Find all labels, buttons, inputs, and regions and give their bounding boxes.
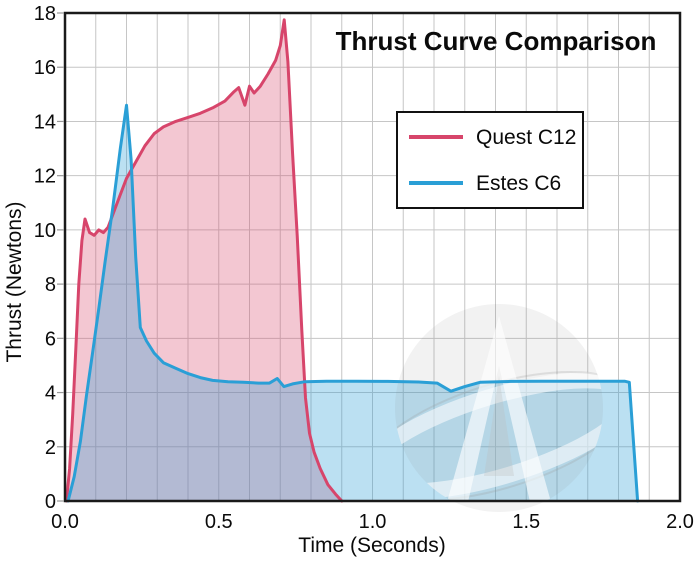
plot-border [63,11,682,503]
legend-label-quest-c12: Quest C12 [476,126,576,149]
grid-lines [65,13,680,501]
line-estes-c6 [66,103,640,503]
y-tick-label: 16 [34,57,56,79]
legend-entry-estes-c6: Estes C6 [409,172,561,195]
y-tick-label: 12 [34,166,56,188]
y-tick-label: 14 [34,111,56,133]
axis-ticks-and-labels: 0 2 4 6 8 10 12 14 16 18 0.0 0.5 1.0 1.5 2.0 [34,3,694,533]
x-tick-label: 2.0 [666,511,694,533]
x-axis-label: Time (Seconds) [298,534,445,557]
legend-entry-quest-c12: Quest C12 [409,126,576,149]
rocket-logo-watermark [395,304,603,512]
y-tick-label: 10 [34,220,56,242]
x-tick-label: 0.5 [205,511,233,533]
y-tick-label: 6 [45,328,56,350]
y-axis-label: Thrust (Newtons) [3,201,26,362]
x-tick-label: 1.0 [359,511,387,533]
y-tick-label: 8 [45,274,56,296]
x-tick-label: 0.0 [51,511,79,533]
y-tick-label: 2 [45,437,56,459]
line-quest-c12 [65,18,344,503]
legend-label-estes-c6: Estes C6 [476,172,561,195]
y-tick-label: 0 [45,491,56,513]
y-tick-label: 4 [45,383,56,405]
chart-title: Thrust Curve Comparison [336,26,657,56]
y-tick-label: 18 [34,3,56,25]
chart-legend: Quest C12 Estes C6 [396,111,584,209]
x-tick-label: 1.5 [512,511,540,533]
legend-box [396,111,584,209]
series-lines [65,18,640,503]
